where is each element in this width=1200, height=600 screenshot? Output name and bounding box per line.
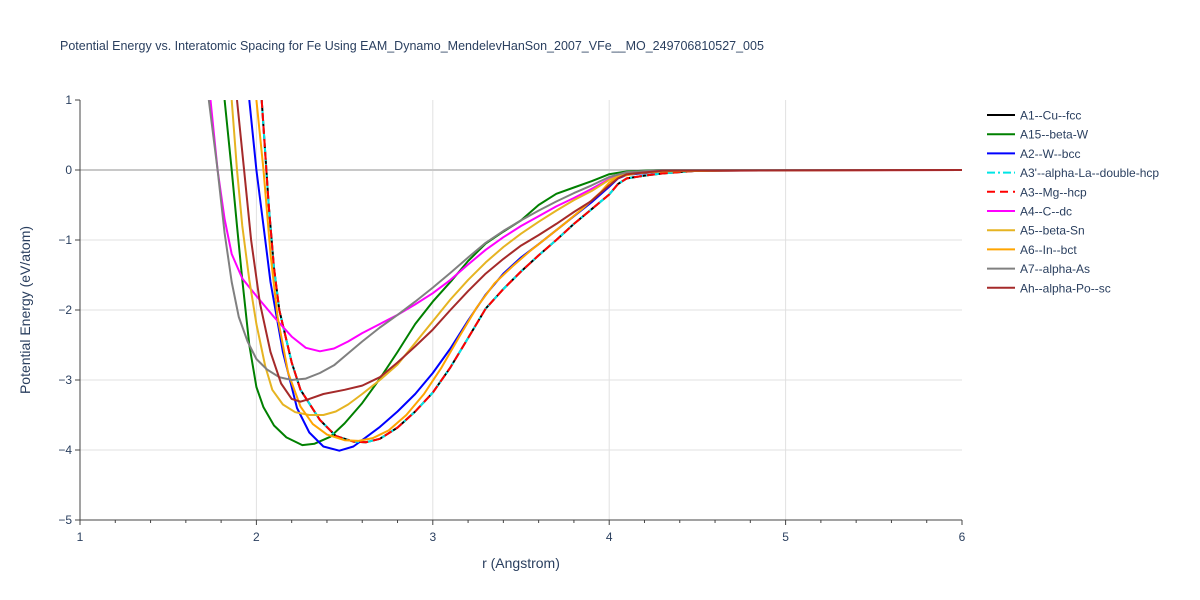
legend-item[interactable]: A7--alpha-As bbox=[987, 262, 1090, 276]
series-line-A3--Mg--hcp bbox=[260, 100, 962, 444]
legend-label: A7--alpha-As bbox=[1020, 262, 1090, 276]
legend-label: A15--beta-W bbox=[1020, 128, 1089, 142]
chart-title: Potential Energy vs. Interatomic Spacing… bbox=[60, 39, 764, 53]
legend-item[interactable]: A5--beta-Sn bbox=[987, 224, 1085, 238]
series-line-Ah--alpha-Po--sc bbox=[236, 100, 962, 403]
y-tick-label: −5 bbox=[58, 513, 72, 527]
legend-item[interactable]: A1--Cu--fcc bbox=[987, 109, 1081, 123]
legend-item[interactable]: A4--C--dc bbox=[987, 205, 1072, 219]
legend-item[interactable]: Ah--alpha-Po--sc bbox=[987, 281, 1111, 295]
series-group bbox=[207, 100, 962, 452]
x-axis-label: r (Angstrom) bbox=[482, 555, 560, 571]
y-tick-label: −3 bbox=[58, 373, 72, 387]
legend-label: A2--W--bcc bbox=[1020, 147, 1080, 161]
x-tick-label: 3 bbox=[429, 530, 436, 544]
legend-label: A5--beta-Sn bbox=[1020, 224, 1085, 238]
y-tick-label: 0 bbox=[65, 163, 72, 177]
y-tick-label: −2 bbox=[58, 303, 72, 317]
legend: A1--Cu--fcc A15--beta-W A2--W--bcc A3'--alp… bbox=[987, 109, 1159, 295]
legend-label: A6--In--bct bbox=[1020, 243, 1077, 257]
series-line-A4--C--dc bbox=[209, 100, 962, 353]
legend-item[interactable]: A3'--alpha-La--double-hcp bbox=[987, 166, 1159, 180]
legend-label: A3'--alpha-La--double-hcp bbox=[1020, 166, 1159, 180]
y-tick-label: −1 bbox=[58, 233, 72, 247]
series-line-A5--beta-Sn bbox=[230, 100, 962, 416]
legend-label: Ah--alpha-Po--sc bbox=[1020, 281, 1111, 295]
series-line-A7--alpha-As bbox=[207, 100, 962, 381]
legend-item[interactable]: A2--W--bcc bbox=[987, 147, 1080, 161]
x-tick-label: 6 bbox=[959, 530, 966, 544]
legend-item[interactable]: A3--Mg--hcp bbox=[987, 185, 1087, 199]
x-tick-label: 5 bbox=[782, 530, 789, 544]
x-tick-label: 4 bbox=[606, 530, 613, 544]
legend-item[interactable]: A6--In--bct bbox=[987, 243, 1077, 257]
y-tick-label: −4 bbox=[58, 443, 72, 457]
grid bbox=[80, 100, 962, 520]
x-tick-label: 2 bbox=[253, 530, 260, 544]
legend-label: A3--Mg--hcp bbox=[1020, 185, 1087, 199]
legend-label: A4--C--dc bbox=[1020, 205, 1072, 219]
series-line-A15--beta-W bbox=[223, 100, 962, 447]
y-axis-label: Potential Energy (eV/atom) bbox=[17, 226, 33, 394]
x-tick-label: 1 bbox=[77, 530, 84, 544]
x-axis: 1 2 3 4 5 6 bbox=[77, 519, 966, 544]
legend-item[interactable]: A15--beta-W bbox=[987, 128, 1089, 142]
legend-label: A1--Cu--fcc bbox=[1020, 109, 1081, 123]
y-axis: 1 0 −1 −2 −3 −4 −5 bbox=[58, 93, 81, 527]
y-tick-label: 1 bbox=[65, 93, 72, 107]
